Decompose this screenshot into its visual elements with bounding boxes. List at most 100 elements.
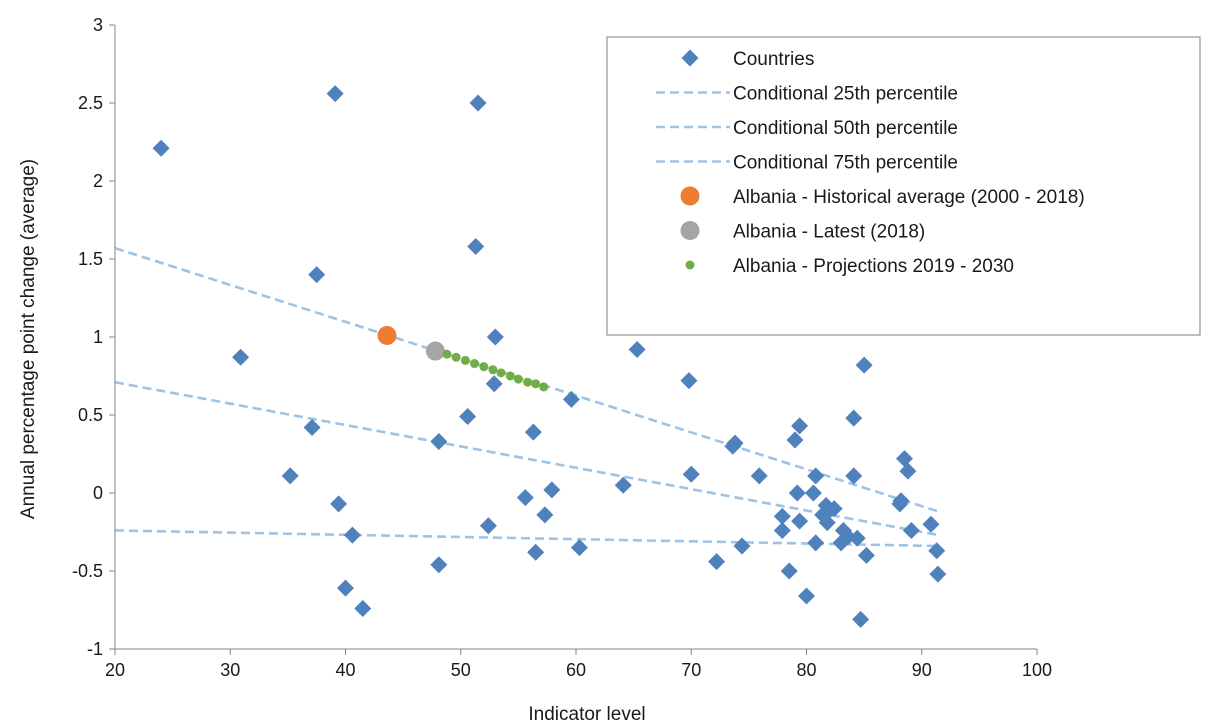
country-point — [804, 484, 822, 502]
country-point — [791, 417, 809, 435]
country-point — [459, 408, 477, 426]
country-point — [562, 390, 580, 408]
projection-point — [496, 368, 506, 378]
projection-point — [488, 365, 498, 375]
x-tick-label: 40 — [335, 660, 355, 680]
country-point — [807, 467, 825, 485]
albania-point — [377, 325, 397, 345]
country-point — [430, 433, 448, 451]
legend-box — [606, 36, 1201, 336]
projection-point — [451, 352, 461, 362]
y-tick-label: 2.5 — [78, 93, 103, 113]
country-point — [467, 238, 485, 256]
country-point — [281, 467, 299, 485]
country-point — [430, 556, 448, 574]
country-point — [682, 465, 700, 483]
country-point — [330, 495, 348, 513]
legend: Countries Conditional 25th percentile Cond… — [606, 36, 1201, 336]
x-axis-title: Indicator level — [528, 704, 645, 725]
country-point — [469, 94, 487, 112]
country-point — [818, 514, 836, 532]
projection-point — [470, 359, 480, 369]
country-point — [708, 553, 726, 571]
country-point — [614, 476, 632, 494]
legend-label: Albania - Projections 2019 - 2030 — [733, 256, 1014, 277]
y-tick-label: -0.5 — [72, 561, 103, 581]
x-tick-label: 70 — [681, 660, 701, 680]
country-point — [845, 409, 863, 427]
projection-point — [442, 349, 452, 359]
y-tick-label: 0 — [93, 483, 103, 503]
percentile-line — [114, 246, 940, 513]
country-point — [726, 434, 744, 452]
legend-label: Conditional 75th percentile — [733, 153, 958, 174]
country-point — [922, 515, 940, 533]
country-point — [786, 431, 804, 449]
legend-label: Albania - Historical average (2000 - 201… — [733, 187, 1085, 208]
legend-circle-swatch — [680, 186, 700, 206]
percentile-line — [114, 380, 940, 537]
country-point — [485, 375, 503, 393]
legend-label: Albania - Latest (2018) — [733, 222, 925, 243]
country-point — [628, 340, 646, 358]
country-point — [486, 328, 504, 346]
legend-label: Conditional 50th percentile — [733, 118, 958, 139]
country-point — [798, 587, 815, 605]
country-point — [855, 356, 873, 374]
y-tick-label: -1 — [87, 639, 103, 659]
albania-point — [425, 341, 445, 361]
y-tick-label: 0.5 — [78, 405, 103, 425]
country-point — [892, 492, 910, 510]
country-point — [929, 565, 947, 583]
projection-point — [531, 379, 541, 389]
country-point — [807, 534, 825, 552]
x-tick-label: 100 — [1022, 660, 1052, 680]
country-point — [848, 529, 866, 547]
country-point — [354, 599, 372, 617]
country-point — [343, 526, 361, 544]
country-point — [845, 467, 863, 485]
country-point — [303, 418, 321, 436]
country-point — [232, 348, 250, 366]
country-point — [337, 579, 354, 597]
x-tick-label: 60 — [566, 660, 586, 680]
projection-point — [460, 355, 470, 365]
country-point — [788, 484, 806, 502]
country-point — [899, 462, 917, 480]
country-point — [152, 139, 170, 157]
projection-point — [523, 377, 533, 387]
country-point — [791, 512, 809, 530]
country-point — [536, 506, 554, 524]
country-point — [852, 610, 870, 628]
country-point — [543, 481, 561, 499]
y-tick-label: 1.5 — [78, 249, 103, 269]
country-point — [750, 467, 768, 485]
x-tick-label: 80 — [796, 660, 816, 680]
country-point — [308, 266, 326, 284]
country-point — [895, 450, 913, 468]
plot-area — [114, 85, 947, 628]
country-point — [825, 500, 843, 518]
legend-label: Countries — [733, 49, 814, 70]
country-point — [527, 543, 545, 561]
projection-point — [505, 371, 515, 381]
y-axis-title: Annual percentage point change (average) — [18, 159, 39, 519]
country-point — [928, 542, 946, 560]
country-point — [516, 489, 534, 507]
country-point — [479, 517, 497, 535]
country-point — [680, 372, 698, 390]
country-point — [733, 537, 751, 555]
percentile-line — [114, 529, 940, 548]
country-point — [773, 521, 791, 539]
x-tick-label: 90 — [912, 660, 932, 680]
projection-point — [539, 382, 549, 392]
projection-point — [479, 362, 489, 372]
country-point — [326, 85, 344, 103]
country-point — [570, 539, 588, 557]
legend-dot-swatch — [685, 260, 695, 270]
x-tick-label: 50 — [451, 660, 471, 680]
legend-circle-swatch — [680, 221, 700, 240]
country-point — [780, 562, 798, 580]
country-point — [857, 546, 875, 564]
